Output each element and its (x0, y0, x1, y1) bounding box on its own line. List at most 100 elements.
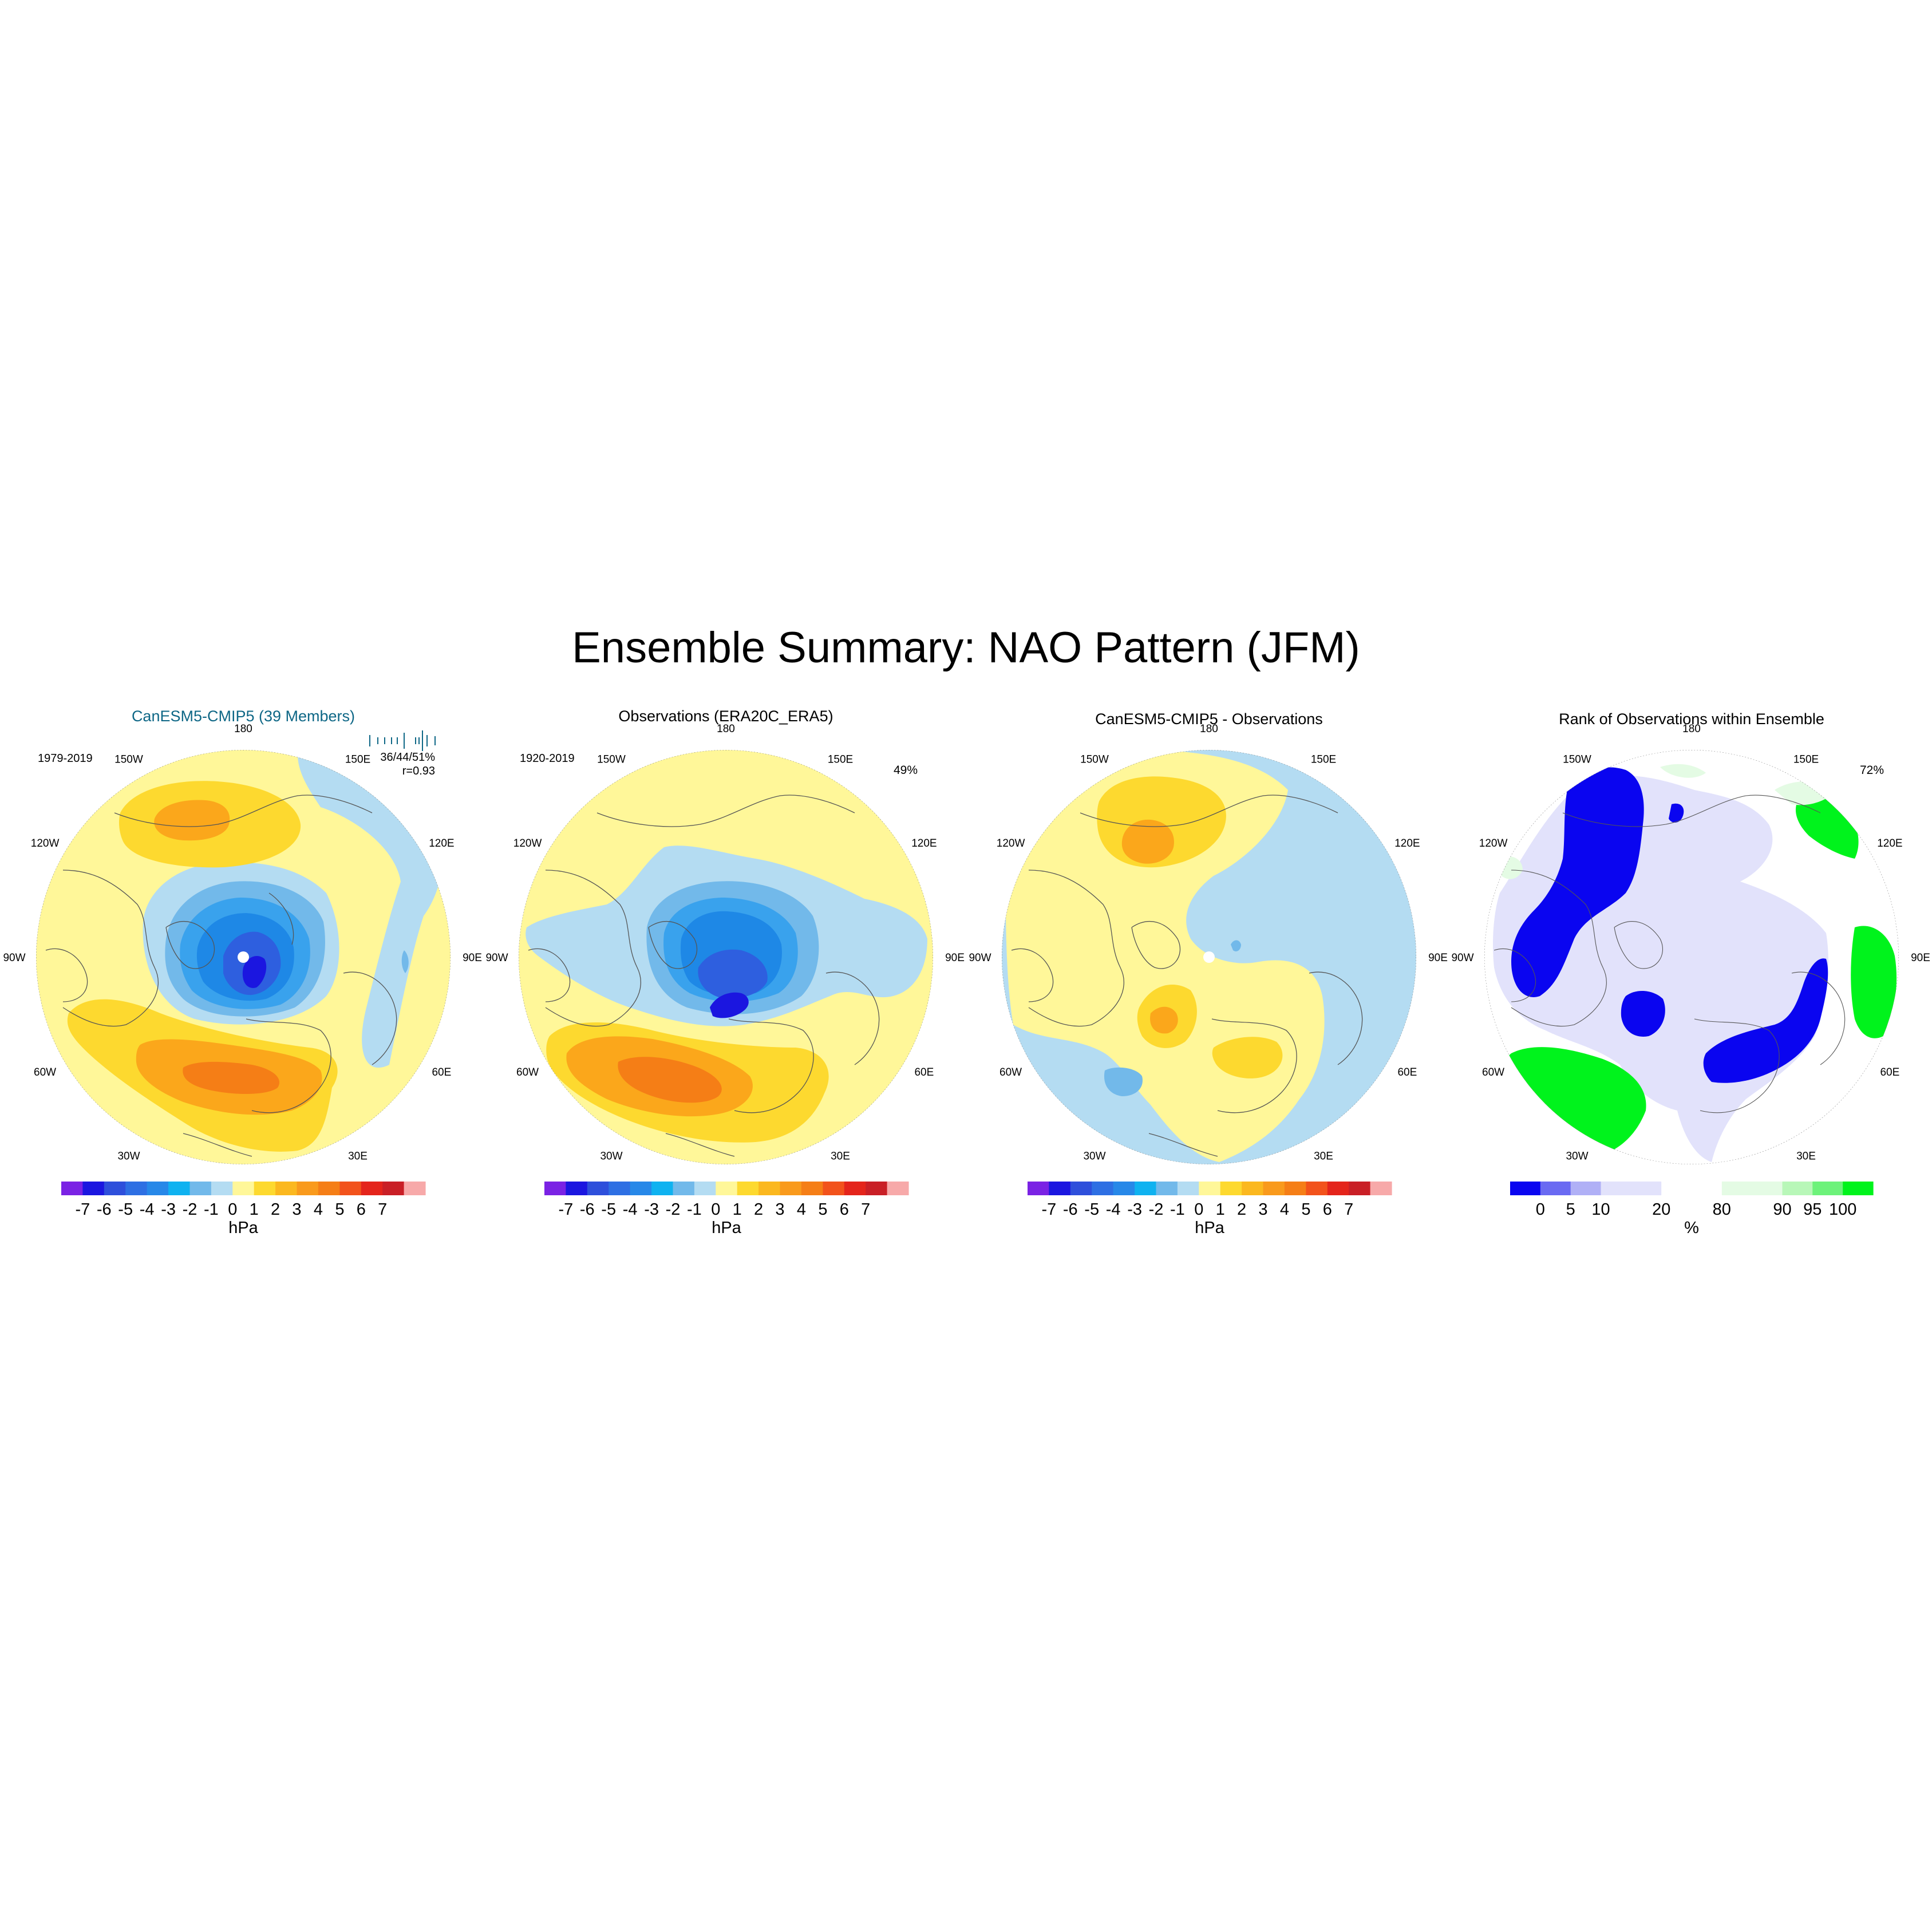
panel-stat-r: r=0.93 (402, 765, 435, 777)
colorbar-swatch (1285, 1182, 1306, 1195)
longitude-label: 180 (234, 723, 252, 735)
longitude-label: 30E (831, 1150, 850, 1162)
longitude-label: 60E (432, 1066, 451, 1078)
longitude-label: 30W (117, 1150, 140, 1162)
colorbar-swatch (651, 1182, 673, 1195)
map-field (1484, 750, 1899, 1164)
colorbar-swatch (104, 1182, 126, 1195)
colorbar-swatch (232, 1182, 254, 1195)
colorbar-swatch (1812, 1182, 1843, 1195)
colorbar-swatch (1178, 1182, 1199, 1195)
colorbar-tick-label: -2 (1149, 1200, 1164, 1219)
colorbar-swatch (716, 1182, 737, 1195)
colorbar-swatch (1306, 1182, 1327, 1195)
colorbar-tick-label: 0 (1536, 1200, 1545, 1219)
panel-title: Observations (ERA20C_ERA5) (618, 708, 833, 725)
longitude-label: 150W (114, 754, 143, 766)
colorbar-tick-label: 6 (357, 1200, 366, 1219)
colorbar-tick-label: 0 (1194, 1200, 1203, 1219)
colorbar: -7 -6 -5 -4 -3 -2 -1 0 1 2 3 4 5 6 7 hPa (1028, 1182, 1392, 1237)
colorbar-swatch (361, 1182, 383, 1195)
longitude-label: 150E (828, 754, 853, 766)
colorbar-swatch (630, 1182, 652, 1195)
map-field (36, 750, 451, 1164)
colorbar-tick-label: 10 (1591, 1200, 1610, 1219)
longitude-label: 30W (600, 1150, 622, 1162)
colorbar-swatch (694, 1182, 716, 1195)
longitude-label: 30E (1314, 1150, 1333, 1162)
colorbar-tick-label: 6 (1323, 1200, 1332, 1219)
colorbar-swatch (1661, 1182, 1692, 1195)
longitude-label: 30W (1566, 1150, 1588, 1162)
colorbar-swatch (1370, 1182, 1392, 1195)
colorbar-tick-label: 4 (797, 1200, 806, 1219)
colorbar-tick-label: 3 (1258, 1200, 1267, 1219)
longitude-label: 30E (348, 1150, 368, 1162)
longitude-label: 90E (1428, 952, 1448, 964)
longitude-label: 150E (1793, 754, 1819, 766)
panel-corner-pct: 49% (894, 764, 918, 777)
longitude-label: 120W (1479, 837, 1508, 850)
colorbar-tick-label: 4 (1280, 1200, 1289, 1219)
colorbar-swatch (1752, 1182, 1783, 1195)
longitude-label: 120W (513, 837, 542, 850)
colorbar-swatch (211, 1182, 233, 1195)
colorbar-swatch (609, 1182, 630, 1195)
longitude-label: 60W (516, 1066, 539, 1078)
colorbar-swatch (544, 1182, 566, 1195)
colorbar-swatch (1263, 1182, 1285, 1195)
longitude-label: 150W (597, 754, 626, 766)
colorbar-swatch (1135, 1182, 1156, 1195)
colorbar-tick-label: 2 (271, 1200, 280, 1219)
longitude-label: 150W (1080, 754, 1109, 766)
longitude-label: 60E (914, 1066, 934, 1078)
colorbar-tick-label: -6 (97, 1200, 112, 1219)
colorbar-tick-label: 100 (1829, 1200, 1856, 1219)
colorbar-tick-label: 3 (775, 1200, 784, 1219)
colorbar-tick-label: -1 (1170, 1200, 1185, 1219)
panel-rank: Rank of Observations within Ensemble 72% (1451, 710, 1930, 1237)
colorbar-swatch (190, 1182, 212, 1195)
colorbar-tick-label: -3 (161, 1200, 176, 1219)
colorbar-unit: % (1684, 1219, 1699, 1237)
colorbar-swatch (737, 1182, 759, 1195)
longitude-label: 30E (1796, 1150, 1816, 1162)
colorbar-tick-label: -3 (644, 1200, 659, 1219)
colorbar-swatch (887, 1182, 909, 1195)
panel-observations: Observations (ERA20C_ERA5) 1920-2019 49% (485, 708, 964, 1237)
longitude-label: 30W (1083, 1150, 1105, 1162)
colorbar-swatch (1070, 1182, 1092, 1195)
colorbar-swatch (275, 1182, 297, 1195)
panel-stat-pct: 36/44/51% (380, 751, 435, 764)
colorbar-swatch (801, 1182, 823, 1195)
colorbar-tick-label: 5 (1566, 1200, 1575, 1219)
colorbar-tick-label: 0 (711, 1200, 720, 1219)
colorbar-swatch (844, 1182, 866, 1195)
longitude-label: 90W (485, 952, 508, 964)
colorbar-tick-label: 1 (1216, 1200, 1225, 1219)
longitude-label: 120E (1394, 837, 1420, 850)
member-spread-ticks (370, 730, 435, 751)
longitude-label: 60W (1482, 1066, 1504, 1078)
longitude-label: 180 (1682, 723, 1701, 735)
colorbar-swatch (587, 1182, 609, 1195)
colorbar-tick-label: 80 (1713, 1200, 1731, 1219)
longitude-label: 180 (717, 723, 735, 735)
colorbar-tick-label: -5 (601, 1200, 616, 1219)
colorbar-swatch (1631, 1182, 1661, 1195)
colorbar-tick-label: -4 (1106, 1200, 1121, 1219)
longitude-label: 150W (1563, 754, 1591, 766)
colorbar-swatch (673, 1182, 695, 1195)
colorbar-swatch (823, 1182, 844, 1195)
colorbar-swatch (1540, 1182, 1571, 1195)
colorbar-tick-label: 5 (818, 1200, 827, 1219)
colorbar-swatch (147, 1182, 169, 1195)
colorbar-tick-label: -2 (666, 1200, 681, 1219)
colorbar-swatch (1242, 1182, 1263, 1195)
longitude-label: 60W (999, 1066, 1022, 1078)
colorbar-tick-label: 1 (733, 1200, 742, 1219)
colorbar-swatch (758, 1182, 780, 1195)
colorbar-swatch (566, 1182, 587, 1195)
colorbar-swatch (780, 1182, 802, 1195)
